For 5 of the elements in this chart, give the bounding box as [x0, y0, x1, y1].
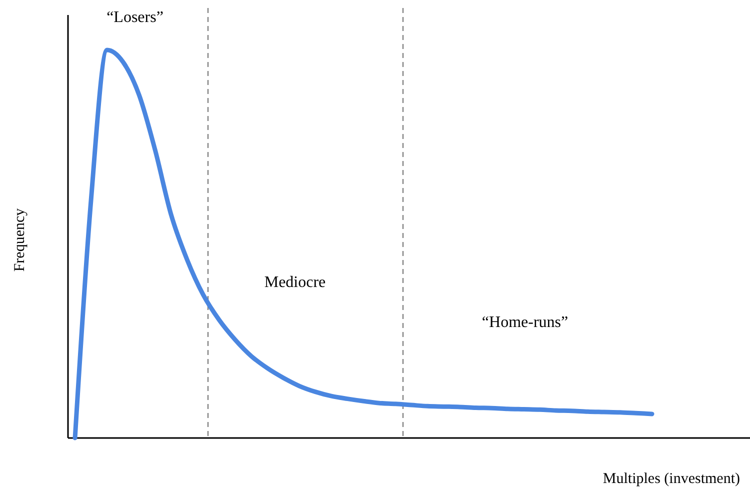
annotation: “Home-runs”	[482, 314, 568, 331]
y-axis-title: Frequency	[12, 208, 28, 272]
text: “Losers”	[106, 9, 164, 26]
x-axis-title: Multiples (investment)	[602, 471, 740, 487]
annotation: Mediocre	[264, 274, 326, 291]
